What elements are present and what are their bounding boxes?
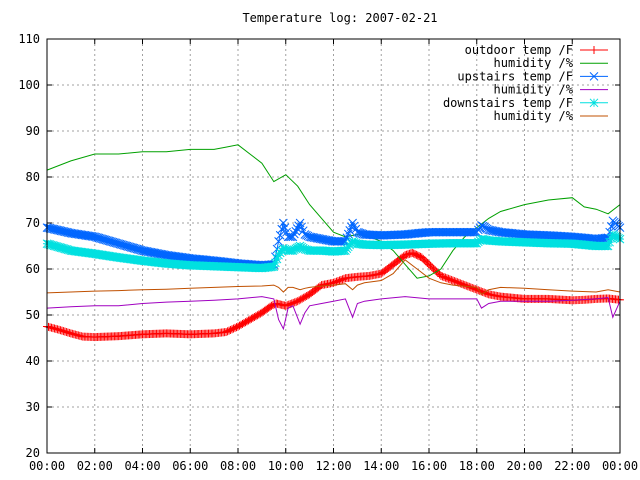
x-tick-label: 18:00 bbox=[459, 459, 495, 473]
series-layer bbox=[42, 144, 625, 342]
y-tick-label: 110 bbox=[18, 32, 40, 46]
data-point bbox=[292, 224, 302, 233]
y-tick-label: 60 bbox=[26, 262, 40, 276]
series-line bbox=[46, 296, 621, 331]
series-2 bbox=[42, 216, 625, 270]
data-point bbox=[606, 222, 616, 231]
y-tick-label: 40 bbox=[26, 354, 40, 368]
y-tick-label: 90 bbox=[26, 124, 40, 138]
data-point bbox=[468, 227, 477, 237]
plot-frame bbox=[46, 38, 621, 454]
series-4 bbox=[42, 230, 625, 273]
legend-marker bbox=[589, 72, 599, 81]
data-point bbox=[274, 237, 283, 246]
y-tick-label: 20 bbox=[26, 446, 40, 460]
x-tick-label: 20:00 bbox=[506, 459, 542, 473]
series-0 bbox=[43, 248, 624, 342]
series-line bbox=[46, 259, 621, 295]
series-3 bbox=[46, 296, 621, 331]
y-tick-label: 80 bbox=[26, 170, 40, 184]
x-tick-label: 10:00 bbox=[268, 459, 304, 473]
x-tick-label: 22:00 bbox=[554, 459, 590, 473]
data-point bbox=[279, 218, 288, 228]
legend-label: downstairs temp /F bbox=[443, 96, 573, 110]
data-point bbox=[277, 224, 287, 234]
legend-label: humidity /% bbox=[494, 56, 574, 70]
data-point bbox=[267, 301, 276, 310]
x-tick-label: 12:00 bbox=[315, 459, 351, 473]
chart-title: Temperature log: 2007-02-21 bbox=[242, 11, 437, 25]
legend-marker bbox=[590, 46, 598, 54]
x-tick-label: 02:00 bbox=[77, 459, 113, 473]
x-tick-label: 00:00 bbox=[29, 459, 65, 473]
x-tick-label: 04:00 bbox=[124, 459, 160, 473]
y-tick-label: 50 bbox=[26, 308, 40, 322]
data-point bbox=[473, 225, 483, 235]
data-point bbox=[336, 237, 346, 246]
x-tick-label: 00:00 bbox=[602, 459, 638, 473]
data-point bbox=[275, 230, 285, 240]
x-tick-label: 14:00 bbox=[363, 459, 399, 473]
data-point bbox=[289, 229, 299, 239]
data-point bbox=[280, 223, 290, 232]
x-tick-label: 16:00 bbox=[411, 459, 447, 473]
y-tick-label: 30 bbox=[26, 400, 40, 414]
data-point bbox=[339, 237, 349, 246]
x-tick-label: 06:00 bbox=[172, 459, 208, 473]
y-tick-label: 70 bbox=[26, 216, 40, 230]
legend-label: humidity /% bbox=[494, 109, 574, 123]
y-tick-label: 100 bbox=[18, 78, 40, 92]
data-point bbox=[288, 232, 298, 242]
data-point bbox=[291, 226, 301, 236]
data-point bbox=[469, 227, 479, 237]
legend-label: outdoor temp /F bbox=[465, 43, 573, 57]
legend-marker bbox=[589, 98, 599, 108]
legend-label: humidity /% bbox=[494, 83, 574, 97]
series-5 bbox=[46, 259, 621, 295]
x-tick-label: 08:00 bbox=[220, 459, 256, 473]
axis-ticks: 20 30 40 50 60 70 80 90 100 110 00:00 02:00 04:00 06:… bbox=[18, 32, 638, 473]
legend-label: upstairs temp /F bbox=[457, 69, 573, 83]
